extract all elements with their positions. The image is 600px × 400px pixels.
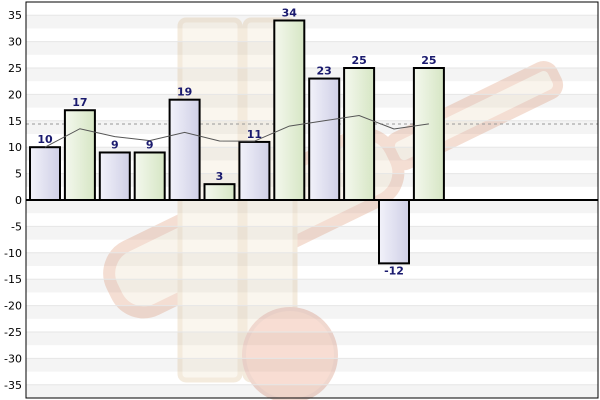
y-tick-label: 20 [8,88,22,101]
y-tick-label: -15 [4,273,22,286]
bar [273,19,306,202]
data-label: 9 [146,138,154,151]
bar [308,77,341,201]
data-label: 25 [421,54,436,67]
data-label: 19 [177,86,192,99]
y-tick-label: -25 [4,326,22,339]
y-tick-label: -20 [4,300,22,313]
y-axis-tick-labels: 35 30 25 20 15 10 5 0 -5 -10 -15 -20 -25 -30 -35 [4,9,22,392]
data-label: 9 [111,138,119,151]
bar [343,67,376,201]
grid-band [26,332,598,346]
grid-band [26,358,598,372]
trend-line [44,115,429,148]
y-tick-label: -5 [11,220,22,233]
bar [168,98,201,201]
data-label: 3 [216,170,224,183]
bar [63,109,96,201]
y-tick-label: 10 [8,141,22,154]
bar [98,151,131,201]
bar [133,151,166,201]
y-tick-label: 30 [8,36,22,49]
bar [203,183,236,202]
grid-band [26,279,598,293]
axes [25,1,599,399]
bar [378,199,410,265]
data-label: -12 [384,264,404,277]
y-tick-label: 0 [15,194,22,207]
grid-band [26,200,598,214]
y-tick-label: -35 [4,379,22,392]
y-tick-label: 15 [8,115,22,128]
data-label: 34 [282,6,298,19]
trend-line-path [44,115,429,148]
data-labels: 10 17 9 9 19 3 11 34 23 25 -12 25 [37,6,436,277]
bar [412,67,445,201]
grid-band [26,15,598,29]
bars [29,19,445,265]
y-tick-label: 25 [8,62,22,75]
grid-band [26,305,598,319]
grid-band [26,252,598,266]
bar [238,140,271,201]
data-label: 10 [37,133,53,146]
data-label: 25 [351,54,366,67]
y-tick-label: -30 [4,352,22,365]
grid-band [26,384,598,398]
data-label: 23 [317,65,332,78]
grid-band [26,41,598,55]
y-tick-label: -10 [4,247,22,260]
grid-band [26,226,598,240]
y-tick-label: 5 [15,168,22,181]
data-label: 17 [72,96,87,109]
grid-band [26,68,598,82]
y-tick-label: 35 [8,9,22,22]
bar [29,146,61,201]
data-label: 11 [247,128,262,141]
